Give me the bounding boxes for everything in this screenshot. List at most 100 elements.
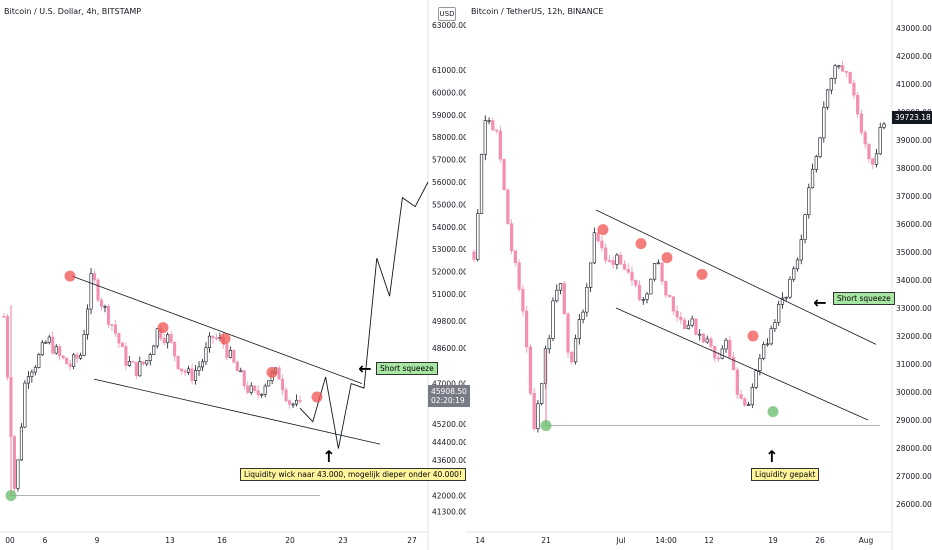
candle-body	[750, 386, 754, 406]
candle-body	[207, 335, 211, 349]
price-tick-label: 43000.00	[896, 24, 932, 33]
candle-body	[246, 385, 250, 393]
red-marker	[266, 366, 278, 378]
candle-body	[225, 344, 229, 358]
chart-panel-btcusdt[interactable]: ↑← 43000.0042000.0041000.0040000.0039000…	[466, 0, 932, 550]
candle-body	[562, 283, 566, 315]
candle-body	[731, 356, 736, 371]
price-tick-label: 52000.00	[432, 268, 466, 277]
price-tick-label: 57000.00	[432, 156, 466, 165]
candle-body	[26, 376, 30, 384]
candle-body	[641, 299, 645, 301]
candle-body	[773, 322, 777, 329]
candle-body	[679, 316, 683, 321]
price-tick-label: 41300.00	[432, 507, 466, 516]
candle-body	[120, 342, 124, 347]
chart-canvas-btcusdt[interactable]: ↑← 43000.0042000.0041000.0040000.0039000…	[466, 0, 932, 550]
candle-body	[294, 399, 299, 405]
candle-body	[79, 355, 83, 359]
candle-body	[581, 311, 585, 320]
candle-body	[214, 337, 218, 340]
candle-body	[138, 361, 142, 377]
price-tick-label: 28000.00	[896, 444, 932, 453]
candle-body	[187, 368, 191, 373]
trendlines-group: ↑←	[5, 181, 429, 502]
candle-body	[686, 324, 691, 330]
candle-body	[573, 338, 578, 363]
candle-body	[540, 383, 544, 404]
candle-body	[72, 354, 76, 367]
chart-canvas-btcusd[interactable]: ↑← 63000.0061000.0060000.0059000.0058000…	[0, 0, 466, 550]
candle-body	[253, 385, 257, 391]
current-price-value: 39723.18	[895, 113, 931, 122]
candle-body	[256, 390, 260, 396]
candle-body	[810, 168, 815, 189]
price-tick-label: 54000.00	[432, 223, 466, 232]
candle-body	[16, 459, 20, 489]
candle-body	[211, 335, 215, 339]
current-price-tag: 39723.18	[892, 111, 932, 124]
candle-body	[683, 319, 687, 330]
green-marker	[5, 490, 17, 502]
candle-body	[592, 232, 596, 264]
candle-body	[788, 278, 792, 298]
price-ticks-group: 43000.0042000.0041000.0040000.0039000.00…	[896, 24, 932, 509]
candle-body	[859, 113, 864, 133]
candle-body	[728, 339, 732, 358]
candle-body	[637, 284, 642, 300]
current-price-tag: 45908.50 02:20:19	[428, 385, 470, 407]
candle-body	[532, 392, 536, 430]
candle-body	[277, 367, 281, 380]
chart-title: Bitcoin / U.S. Dollar, 4h, BITSTAMP	[4, 7, 142, 16]
candles-group	[2, 268, 302, 496]
candle-body	[555, 289, 559, 302]
candle-body	[705, 338, 709, 343]
trendline	[71, 275, 363, 384]
candle-body	[134, 362, 138, 377]
candle-body	[284, 389, 288, 402]
red-marker	[311, 391, 323, 403]
liquidity-note-label: Liquidity gepakt	[751, 468, 820, 481]
candle-body	[596, 232, 600, 242]
candle-body	[2, 316, 6, 318]
red-marker	[64, 270, 76, 282]
candle-body	[735, 369, 739, 395]
candle-body	[169, 334, 173, 343]
candle-body	[664, 281, 668, 296]
candle-body	[837, 65, 841, 67]
candle-body	[145, 360, 149, 365]
chart-panel-btcusd[interactable]: ↑ ← 63000.00 61000.00 60000.00 59000.00 58000…	[0, 0, 470, 550]
candle-body	[152, 345, 156, 355]
candle-body	[690, 318, 694, 326]
candle-body	[570, 351, 574, 363]
currency-selector[interactable]: USD	[438, 7, 456, 21]
candle-body	[502, 158, 506, 191]
red-marker	[635, 238, 647, 250]
candle-body	[89, 273, 93, 310]
candle-body	[716, 357, 721, 360]
price-tick-label: 43600.00	[432, 456, 466, 465]
price-tick-label: 49800.00	[432, 317, 466, 326]
candle-countdown: 02:20:19	[431, 396, 465, 405]
candle-body	[630, 271, 634, 281]
time-tick-label: 14:00	[655, 536, 677, 545]
candle-body	[818, 137, 822, 157]
candle-body	[19, 426, 23, 461]
candle-body	[30, 371, 34, 377]
price-tick-label: 29000.00	[896, 416, 932, 425]
projection-path	[299, 181, 429, 449]
candle-body	[841, 65, 845, 72]
candle-body	[878, 127, 882, 155]
candle-body	[479, 153, 484, 214]
candle-body	[204, 347, 208, 363]
candle-body	[37, 354, 41, 368]
price-tick-label: 42000.00	[432, 492, 466, 501]
candle-body	[521, 288, 525, 312]
red-marker	[219, 333, 231, 345]
price-tick-label: 48600.00	[432, 344, 466, 353]
price-tick-label: 51000.00	[432, 290, 466, 299]
candle-body	[517, 262, 521, 290]
candle-body	[739, 394, 743, 400]
time-tick-label: 9	[95, 536, 100, 545]
candle-body	[799, 239, 803, 261]
